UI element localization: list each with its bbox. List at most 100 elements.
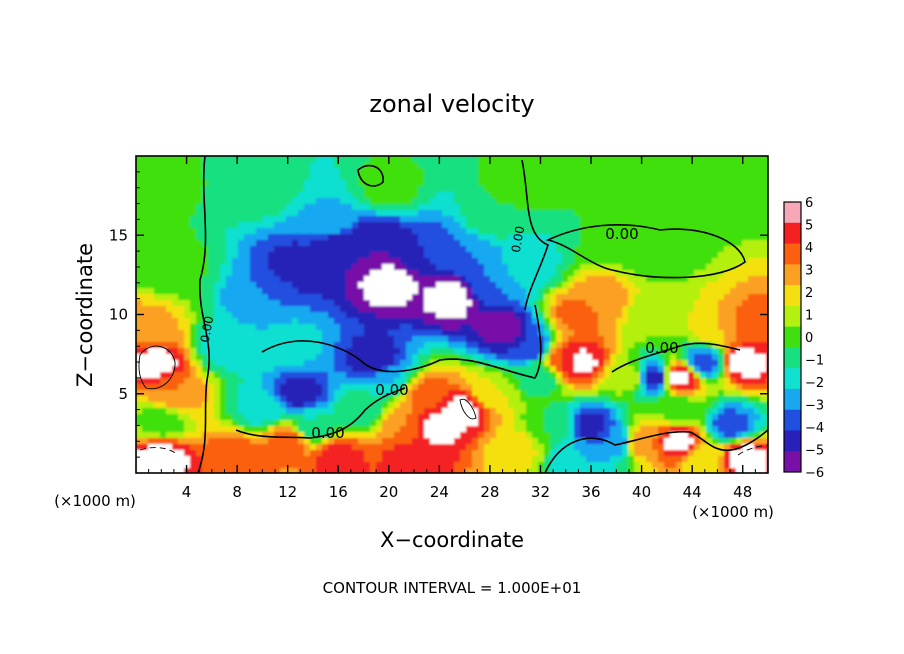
field-cell	[484, 246, 491, 253]
field-cell	[676, 360, 683, 367]
field-cell	[262, 258, 269, 265]
field-cell	[196, 312, 203, 319]
field-cell	[658, 438, 665, 445]
field-cell	[610, 174, 617, 181]
field-cell	[286, 462, 293, 469]
field-cell	[148, 348, 155, 355]
field-cell	[478, 456, 485, 463]
field-cell	[220, 324, 227, 331]
field-cell	[604, 330, 611, 337]
field-cell	[340, 366, 347, 373]
field-cell	[664, 216, 671, 223]
field-cell	[184, 234, 191, 241]
field-cell	[442, 276, 449, 283]
field-cell	[688, 234, 695, 241]
field-cell	[622, 336, 629, 343]
field-cell	[484, 282, 491, 289]
field-cell	[154, 252, 161, 259]
field-cell	[292, 372, 299, 379]
field-cell	[154, 402, 161, 409]
field-cell	[436, 402, 443, 409]
field-cell	[286, 174, 293, 181]
field-cell	[364, 390, 371, 397]
field-cell	[652, 276, 659, 283]
field-cell	[172, 462, 179, 469]
field-cell	[622, 300, 629, 307]
field-cell	[478, 186, 485, 193]
field-cell	[196, 420, 203, 427]
field-cell	[502, 222, 509, 229]
field-cell	[346, 222, 353, 229]
field-cell	[388, 204, 395, 211]
field-cell	[256, 396, 263, 403]
field-cell	[562, 390, 569, 397]
field-cell	[682, 438, 689, 445]
field-cell	[394, 186, 401, 193]
field-cell	[166, 270, 173, 277]
field-cell	[226, 294, 233, 301]
field-cell	[664, 420, 671, 427]
field-cell	[466, 228, 473, 235]
field-cell	[256, 288, 263, 295]
field-cell	[670, 216, 677, 223]
field-cell	[148, 306, 155, 313]
field-cell	[304, 222, 311, 229]
field-cell	[586, 312, 593, 319]
field-cell	[556, 336, 563, 343]
field-cell	[184, 408, 191, 415]
field-cell	[598, 198, 605, 205]
field-cell	[652, 204, 659, 211]
field-cell	[538, 354, 545, 361]
field-cell	[676, 270, 683, 277]
field-cell	[694, 300, 701, 307]
field-cell	[298, 438, 305, 445]
field-cell	[142, 186, 149, 193]
field-cell	[580, 420, 587, 427]
field-cell	[598, 306, 605, 313]
field-cell	[442, 264, 449, 271]
field-cell	[190, 384, 197, 391]
field-cell	[544, 300, 551, 307]
field-cell	[286, 246, 293, 253]
field-cell	[286, 252, 293, 259]
field-cell	[298, 414, 305, 421]
field-cell	[658, 402, 665, 409]
field-cell	[616, 210, 623, 217]
field-cell	[184, 396, 191, 403]
field-cell	[394, 354, 401, 361]
field-cell	[148, 258, 155, 265]
field-cell	[190, 456, 197, 463]
field-cell	[622, 372, 629, 379]
field-cell	[688, 240, 695, 247]
field-cell	[526, 402, 533, 409]
field-cell	[196, 342, 203, 349]
field-cell	[436, 438, 443, 445]
field-cell	[466, 360, 473, 367]
field-cell	[166, 366, 173, 373]
field-cell	[280, 174, 287, 181]
field-cell	[640, 324, 647, 331]
field-cell	[190, 438, 197, 445]
field-cell	[460, 402, 467, 409]
field-cell	[442, 396, 449, 403]
field-cell	[562, 198, 569, 205]
field-cell	[196, 414, 203, 421]
field-cell	[412, 348, 419, 355]
field-cell	[268, 192, 275, 199]
field-cell	[580, 294, 587, 301]
field-cell	[442, 258, 449, 265]
field-cell	[592, 216, 599, 223]
field-cell	[376, 312, 383, 319]
field-cell	[682, 444, 689, 451]
field-cell	[478, 204, 485, 211]
field-cell	[142, 198, 149, 205]
field-cell	[226, 192, 233, 199]
field-cell	[304, 438, 311, 445]
field-cell	[568, 366, 575, 373]
field-cell	[628, 324, 635, 331]
field-cell	[262, 192, 269, 199]
field-cell	[370, 234, 377, 241]
field-cell	[238, 282, 245, 289]
field-cell	[448, 408, 455, 415]
field-cell	[214, 294, 221, 301]
